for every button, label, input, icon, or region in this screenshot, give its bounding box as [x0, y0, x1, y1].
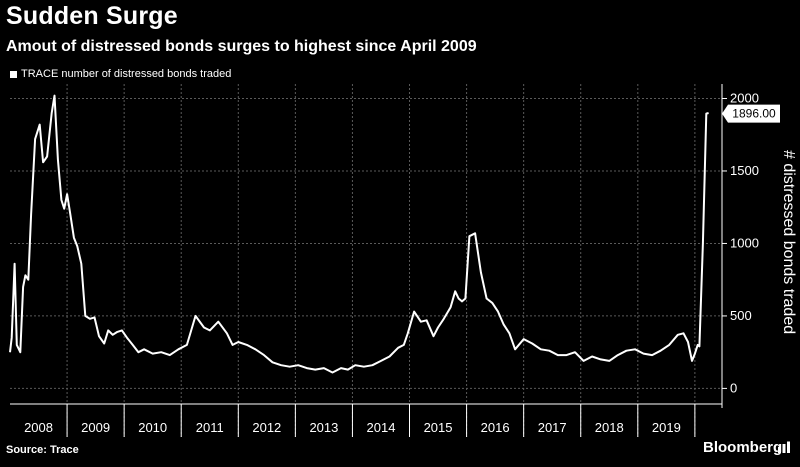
- x-tick-label: 2016: [481, 420, 510, 435]
- y-tick-label: 2000: [730, 90, 759, 105]
- last-value-label: 1896.00: [732, 107, 776, 121]
- legend: TRACE number of distressed bonds traded: [10, 68, 231, 80]
- last-value-callout: 1896.00: [722, 104, 780, 123]
- x-tick-label: 2009: [81, 420, 110, 435]
- x-tick-label: 2011: [196, 420, 224, 435]
- x-tick-label: 2008: [24, 420, 53, 435]
- chart-subtitle: Amout of distressed bonds surges to high…: [6, 38, 477, 55]
- x-tick-label: 2013: [309, 420, 338, 435]
- x-tick-label: 2010: [138, 420, 167, 435]
- bloomberg-logo-icon: [778, 441, 790, 453]
- x-tick-label: 2014: [367, 420, 396, 435]
- y-tick-label: 500: [730, 308, 752, 323]
- x-tick-label: 2019: [652, 420, 681, 435]
- x-tick-label: 2017: [538, 420, 567, 435]
- brand-logo-text: Bloomberg: [703, 439, 783, 456]
- chart-title: Sudden Surge: [6, 2, 178, 30]
- x-tick-label: 2012: [252, 420, 281, 435]
- y-axis-title: # distressed bonds traded: [780, 150, 797, 334]
- series-line: [9, 94, 709, 374]
- x-tick-label: 2018: [595, 420, 624, 435]
- x-tick-label: 2015: [424, 420, 453, 435]
- y-tick-label: 1500: [730, 163, 759, 178]
- legend-swatch: [10, 70, 17, 78]
- y-tick-label: 0: [730, 380, 737, 395]
- last-value-box: [722, 104, 780, 123]
- legend-label: TRACE number of distressed bonds traded: [21, 68, 232, 80]
- y-tick-label: 1000: [730, 235, 759, 250]
- source-note: Source: Trace: [6, 444, 79, 456]
